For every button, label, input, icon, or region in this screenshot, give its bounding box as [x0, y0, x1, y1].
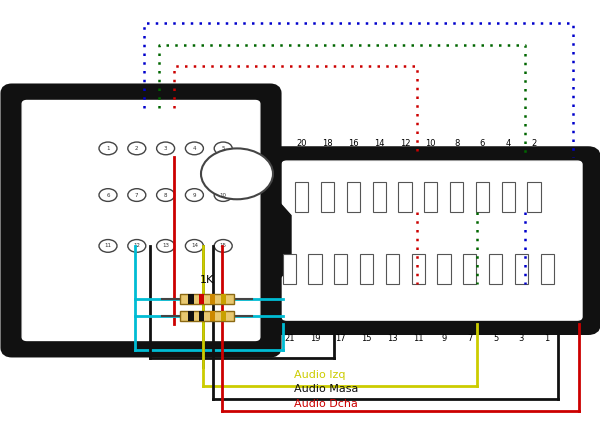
Text: 11: 11 — [104, 243, 112, 248]
Circle shape — [99, 142, 117, 155]
Text: 8: 8 — [454, 139, 459, 148]
Text: 10: 10 — [220, 192, 227, 198]
Bar — [502, 182, 515, 212]
Text: 14: 14 — [374, 139, 385, 148]
Text: Audio Izq: Audio Izq — [294, 370, 346, 380]
Bar — [321, 182, 334, 212]
Text: 9: 9 — [442, 334, 446, 343]
Text: 2: 2 — [532, 139, 536, 148]
Text: 8: 8 — [164, 192, 167, 198]
FancyBboxPatch shape — [6, 89, 276, 352]
Circle shape — [214, 240, 232, 252]
Text: 12: 12 — [400, 139, 410, 148]
Circle shape — [185, 189, 203, 201]
Circle shape — [185, 142, 203, 155]
Circle shape — [201, 148, 273, 199]
Circle shape — [128, 240, 146, 252]
Text: Audio Masa: Audio Masa — [294, 384, 358, 394]
Circle shape — [157, 189, 175, 201]
Text: 12: 12 — [133, 243, 140, 248]
Text: 6: 6 — [106, 192, 110, 198]
Bar — [437, 254, 451, 284]
Circle shape — [99, 189, 117, 201]
Bar — [295, 182, 308, 212]
Circle shape — [128, 142, 146, 155]
Circle shape — [157, 240, 175, 252]
Bar — [180, 294, 234, 304]
Bar — [515, 254, 528, 284]
Bar — [424, 182, 437, 212]
Bar — [476, 182, 489, 212]
Bar — [489, 254, 502, 284]
Text: Audio Dcha: Audio Dcha — [294, 399, 358, 409]
Bar — [541, 254, 554, 284]
Text: 7: 7 — [467, 334, 472, 343]
Bar — [347, 182, 360, 212]
Text: 13: 13 — [162, 243, 169, 248]
Bar — [199, 294, 204, 304]
Text: 20: 20 — [296, 139, 307, 148]
Circle shape — [157, 142, 175, 155]
Text: 6: 6 — [480, 139, 485, 148]
Circle shape — [214, 142, 232, 155]
Text: 14: 14 — [191, 243, 198, 248]
Text: 1K: 1K — [200, 275, 214, 285]
Bar — [180, 311, 234, 321]
Text: 15: 15 — [361, 334, 372, 343]
Bar — [360, 254, 373, 284]
Bar — [398, 182, 412, 212]
Bar — [221, 294, 226, 304]
Bar — [450, 182, 463, 212]
Circle shape — [99, 240, 117, 252]
Text: 3: 3 — [164, 146, 167, 151]
Text: 2: 2 — [135, 146, 139, 151]
Text: 1: 1 — [545, 334, 550, 343]
Bar — [334, 254, 347, 284]
Text: 4: 4 — [506, 139, 511, 148]
Circle shape — [185, 240, 203, 252]
Bar — [527, 182, 541, 212]
Bar — [463, 254, 476, 284]
Text: 9: 9 — [193, 192, 196, 198]
Circle shape — [128, 189, 146, 201]
Bar — [199, 311, 204, 321]
Bar — [308, 254, 322, 284]
Bar — [283, 254, 296, 284]
Bar — [188, 294, 193, 304]
Text: 16: 16 — [348, 139, 359, 148]
Text: 11: 11 — [413, 334, 424, 343]
Text: 1: 1 — [106, 146, 110, 151]
Bar — [412, 254, 425, 284]
Bar — [373, 182, 386, 212]
Bar — [210, 311, 215, 321]
Text: 10: 10 — [425, 139, 436, 148]
Bar — [210, 294, 215, 304]
Polygon shape — [276, 199, 291, 282]
Text: 18: 18 — [322, 139, 333, 148]
Text: 5: 5 — [221, 146, 225, 151]
Text: 19: 19 — [310, 334, 320, 343]
FancyBboxPatch shape — [282, 161, 582, 320]
Text: 13: 13 — [387, 334, 398, 343]
Text: 3: 3 — [519, 334, 524, 343]
FancyBboxPatch shape — [269, 152, 595, 329]
Text: 4: 4 — [193, 146, 196, 151]
Text: 7: 7 — [135, 192, 139, 198]
Text: 5: 5 — [493, 334, 498, 343]
Bar — [188, 311, 193, 321]
Text: 15: 15 — [220, 243, 227, 248]
Text: 17: 17 — [335, 334, 346, 343]
Bar — [386, 254, 399, 284]
Bar — [221, 311, 226, 321]
FancyBboxPatch shape — [22, 100, 260, 340]
Circle shape — [214, 189, 232, 201]
Text: 21: 21 — [284, 334, 295, 343]
